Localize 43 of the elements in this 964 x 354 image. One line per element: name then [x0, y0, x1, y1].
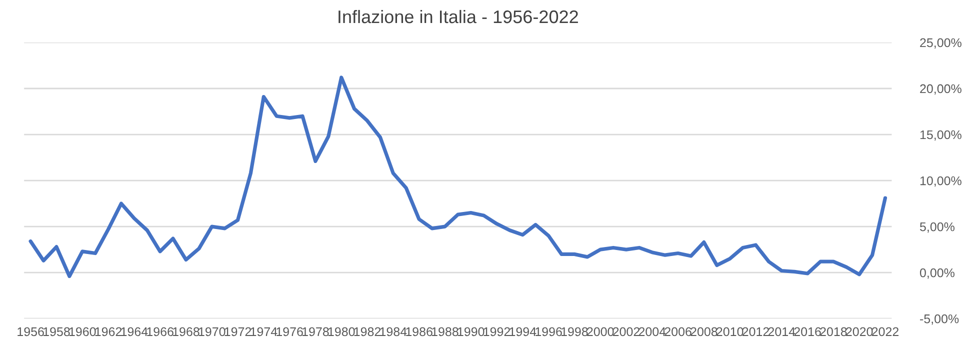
- y-tick-label: 5,00%: [920, 222, 954, 233]
- line-series: [28, 76, 888, 278]
- x-tick-label: 1978: [302, 327, 329, 336]
- x-tick-label: 1958: [44, 327, 70, 336]
- x-tick-label: 1962: [95, 327, 122, 336]
- x-tick-label: 2006: [664, 327, 692, 336]
- x-tick-label: 1980: [328, 327, 355, 336]
- x-tick-label: 1984: [380, 327, 407, 336]
- x-tick-label: 2012: [742, 327, 770, 336]
- x-tick-label: 1964: [121, 327, 148, 336]
- x-tick-label: 1990: [458, 327, 484, 336]
- x-tick-label: 1998: [561, 327, 588, 336]
- x-tick-label: 1994: [510, 327, 536, 336]
- x-tick-label: 1986: [406, 327, 432, 336]
- x-tick-label: 2022: [872, 327, 899, 336]
- x-tick-label: 1982: [354, 327, 381, 336]
- x-tick-label: 2016: [794, 327, 821, 336]
- x-tick-label: 2020: [846, 327, 873, 336]
- x-tick-label: 2002: [612, 327, 640, 336]
- x-tick-label: 2008: [690, 327, 718, 336]
- x-tick-label: 1992: [484, 327, 510, 336]
- x-tick-label: 1970: [198, 327, 226, 336]
- x-tick-label: 1956: [18, 327, 44, 336]
- x-tick-label: 1972: [224, 327, 252, 336]
- x-tick-label: 1996: [536, 327, 562, 336]
- x-tick-label: 2010: [716, 327, 744, 336]
- x-tick-label: 2004: [638, 327, 666, 336]
- x-tick-label: 1966: [147, 327, 174, 336]
- y-tick-label: 0,00%: [920, 268, 954, 279]
- x-tick-label: 1974: [250, 327, 278, 336]
- chart-title: Inflazione in Italia - 1956-2022: [338, 10, 578, 24]
- x-tick-label: 1968: [173, 327, 200, 336]
- x-tick-label: 1960: [69, 327, 96, 336]
- x-tick-label: 1988: [432, 327, 458, 336]
- x-tick-label: 2018: [820, 327, 847, 336]
- x-tick-label: 1976: [276, 327, 303, 336]
- x-tick-label: 2014: [768, 327, 796, 336]
- y-tick-label: -5,00%: [920, 314, 959, 325]
- y-tick-label: 20,00%: [920, 84, 962, 95]
- y-tick-label: 15,00%: [920, 130, 962, 141]
- x-tick-label: 2000: [587, 327, 614, 336]
- y-tick-label: 10,00%: [920, 176, 962, 187]
- y-tick-label: 25,00%: [920, 38, 962, 49]
